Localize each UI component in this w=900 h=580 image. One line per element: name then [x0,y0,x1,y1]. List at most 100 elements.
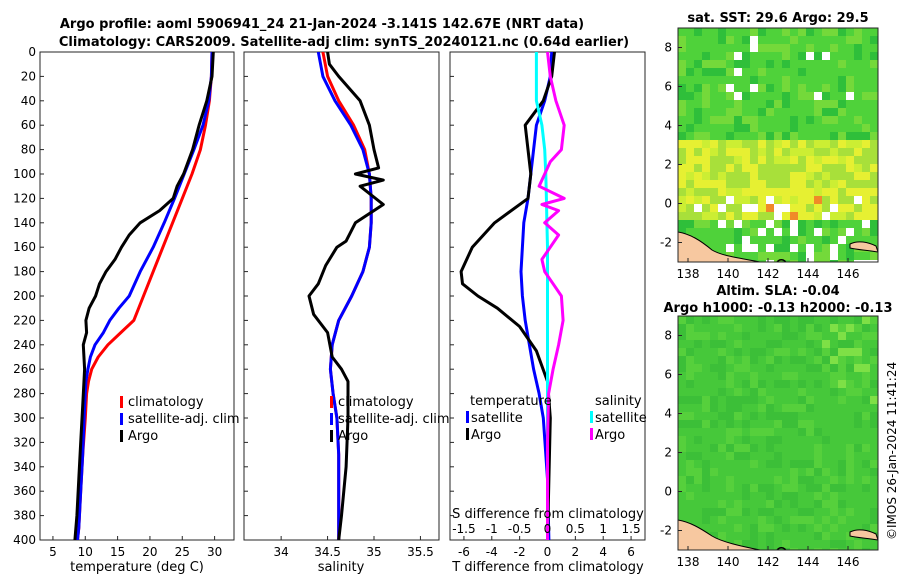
map-lon-tick-label: 144 [797,555,820,569]
map-cell [742,52,750,60]
map-cell [798,420,806,428]
map-cell [686,492,694,500]
map-cell [766,84,774,92]
map-cell [678,60,686,68]
map-cell [702,204,710,212]
map-cell [782,316,790,324]
map-cell [678,412,686,420]
map-cell [790,116,798,124]
map-cell [734,188,742,196]
map-cell [710,60,718,68]
map-cell [814,548,822,550]
map-cell [742,444,750,452]
map-cell [726,356,734,364]
map-cell [814,444,822,452]
map-cell [710,188,718,196]
map-cell [774,252,782,260]
map-cell [830,372,838,380]
map-cell [702,316,710,324]
map-cell [838,500,846,508]
difference-xtick-label: 4 [599,545,607,559]
map-cell [854,348,862,356]
map-cell [806,364,814,372]
map-cell [694,60,702,68]
map-cell [822,532,830,540]
map-cell [758,28,766,36]
map-cell [702,100,710,108]
map-cell [838,196,846,204]
map-cell [678,212,686,220]
map-cell [782,404,790,412]
map-cell [862,132,870,140]
map-cell [782,548,790,550]
map-cell [862,188,870,196]
map-cell [822,156,830,164]
map-cell [870,156,878,164]
map-cell [742,356,750,364]
map-cell [774,212,782,220]
map-cell [750,244,758,252]
map-cell [830,316,838,324]
s-difference-tick-label: 1.5 [622,522,641,536]
map-cell [718,28,726,36]
map-cell [750,44,758,52]
map-cell [710,68,718,76]
map-cell [686,364,694,372]
map-cell [686,420,694,428]
map-cell [846,380,854,388]
sla-map-title-line2: Argo h1000: -0.13 h2000: -0.13 [663,301,892,316]
map-cell [678,188,686,196]
map-cell [854,172,862,180]
map-cell [806,476,814,484]
map-cell [734,428,742,436]
map-cell [758,516,766,524]
map-cell [686,468,694,476]
map-cell [766,540,774,548]
map-cell [822,260,830,262]
map-cell [838,76,846,84]
map-cell [830,132,838,140]
map-cell [822,140,830,148]
map-cell [822,340,830,348]
map-cell [686,452,694,460]
map-cell [822,164,830,172]
map-cell [734,364,742,372]
map-cell [750,140,758,148]
map-cell [814,140,822,148]
map-cell [710,212,718,220]
map-cell [790,516,798,524]
map-cell [734,116,742,124]
map-cell [742,204,750,212]
map-cell [814,364,822,372]
map-cell [846,204,854,212]
map-cell [718,188,726,196]
map-cell [758,84,766,92]
map-cell [806,396,814,404]
map-cell [718,508,726,516]
map-cell [806,484,814,492]
map-cell [798,196,806,204]
map-cell [758,68,766,76]
map-cell [766,44,774,52]
map-cell [870,188,878,196]
map-cell [806,44,814,52]
map-cell [806,428,814,436]
map-cell [726,156,734,164]
map-cell [702,332,710,340]
map-cell [694,468,702,476]
depth-tick-label: 160 [13,240,36,254]
map-cell [718,156,726,164]
map-cell [870,228,878,236]
map-cell [718,148,726,156]
map-cell [686,316,694,324]
map-cell [734,444,742,452]
map-cell [862,260,870,262]
map-cell [686,204,694,212]
map-cell [806,508,814,516]
map-cell [790,492,798,500]
map-cell [678,444,686,452]
map-cell [750,372,758,380]
map-cell [758,508,766,516]
legend-swatch-argo [330,430,333,442]
map-cell [694,116,702,124]
